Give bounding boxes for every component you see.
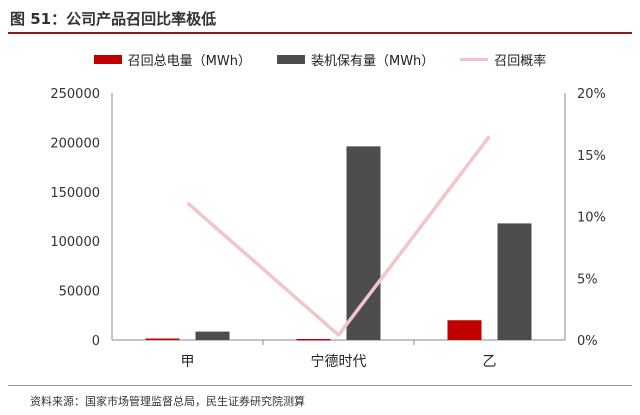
figure-title: 图 51：公司产品召回比率极低 <box>10 10 217 28</box>
bar-installed <box>497 223 532 340</box>
y-tick-label-right: 10% <box>577 211 606 226</box>
legend-swatch-recall <box>93 55 122 64</box>
y-tick-label-left: 150000 <box>50 186 100 201</box>
y-tick-label-left: 50000 <box>59 285 100 300</box>
x-tick-label: 宁德时代 <box>311 353 367 370</box>
line-probability <box>186 135 491 337</box>
legend-swatch-probability <box>460 58 489 61</box>
bar-recall <box>145 338 180 341</box>
y-tick-label-left: 200000 <box>50 136 100 151</box>
chart-legend: 召回总电量（MWh） 装机保有量（MWh） 召回概率 <box>0 50 640 69</box>
title-rule <box>8 32 632 34</box>
y-tick-label-left: 250000 <box>50 87 100 102</box>
legend-item-recall: 召回总电量（MWh） <box>93 50 251 69</box>
x-tick-label: 乙 <box>483 354 497 370</box>
y-tick-label-right: 20% <box>577 87 606 102</box>
bar-recall <box>447 320 482 340</box>
bottom-rule <box>8 385 632 386</box>
y-tick-label-left: 100000 <box>50 235 100 250</box>
legend-label-probability: 召回概率 <box>494 54 547 69</box>
x-tick-label: 甲 <box>181 354 195 370</box>
legend-swatch-installed <box>276 55 305 64</box>
y-tick-label-right: 15% <box>577 149 606 164</box>
bar-recall <box>296 339 331 341</box>
bar-installed <box>346 146 381 340</box>
bar-installed <box>195 331 230 340</box>
y-tick-label-left: 0 <box>92 334 100 349</box>
source-note: 资料来源：国家市场管理监督总局，民生证券研究院测算 <box>30 395 305 408</box>
legend-item-installed: 装机保有量（MWh） <box>276 50 435 69</box>
y-tick-label-right: 5% <box>577 272 598 287</box>
legend-label-installed: 装机保有量（MWh） <box>310 54 435 69</box>
legend-item-probability: 召回概率 <box>460 50 546 69</box>
chart-plot: 0 50000 100000 150000 200000 250000 0% 5% 10% 15%… <box>50 87 606 370</box>
legend-label-recall: 召回总电量（MWh） <box>127 54 251 69</box>
y-tick-label-right: 0% <box>577 334 598 349</box>
